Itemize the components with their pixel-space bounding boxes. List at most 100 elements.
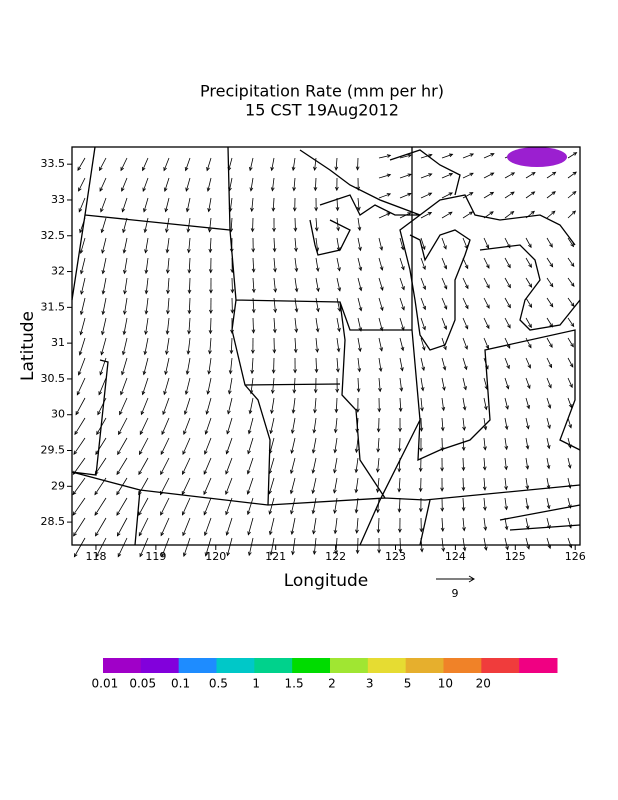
vector-head — [138, 470, 142, 476]
vector-head — [421, 245, 426, 251]
vector-head — [315, 328, 320, 333]
vector-head — [247, 531, 251, 536]
vector-head — [292, 389, 297, 394]
vector — [441, 237, 447, 250]
vector-head — [397, 528, 402, 533]
vector-head — [229, 349, 234, 355]
vector — [483, 153, 495, 159]
vector-head — [378, 367, 383, 373]
vector — [208, 197, 212, 212]
y-tick-label: 33 — [51, 193, 65, 206]
vector-head — [123, 269, 127, 275]
vector-head — [336, 348, 341, 353]
x-axis-label: Longitude — [284, 571, 369, 591]
vector-head — [379, 306, 384, 312]
vector-head — [314, 207, 319, 212]
vector-head — [290, 429, 295, 434]
vector-head — [464, 305, 469, 310]
vector-head — [139, 430, 144, 436]
vector — [165, 217, 170, 233]
vector-head — [376, 508, 380, 514]
vector — [336, 337, 340, 352]
vector-head — [386, 173, 392, 178]
vector-head — [79, 331, 84, 336]
vector — [166, 337, 170, 355]
vector-head — [510, 172, 516, 176]
vector — [160, 477, 170, 495]
vector — [249, 397, 254, 414]
vector-head — [440, 527, 445, 533]
vector-head — [123, 290, 127, 295]
vector-head — [401, 306, 405, 311]
vector-head — [356, 388, 361, 393]
vector-head — [225, 511, 229, 516]
vector — [139, 537, 149, 557]
vector-head — [462, 527, 466, 532]
vector-head — [205, 410, 210, 415]
vector — [504, 357, 510, 369]
vector — [567, 417, 572, 428]
vector — [441, 257, 447, 269]
vector-head — [247, 551, 252, 557]
vector — [80, 277, 86, 295]
vector — [525, 397, 530, 409]
vector-head — [162, 410, 166, 416]
vector-head — [165, 350, 169, 356]
vector — [142, 377, 149, 395]
vector-head — [268, 530, 273, 536]
vector-head — [313, 166, 317, 172]
vector-head — [448, 173, 454, 177]
vector-head — [73, 532, 77, 537]
vector — [122, 197, 128, 212]
vector-head — [250, 228, 255, 233]
vector — [225, 477, 233, 495]
vector-head — [386, 154, 392, 158]
vector-head — [461, 466, 466, 472]
vector — [378, 154, 391, 159]
vector-head — [570, 302, 575, 308]
vector — [273, 277, 276, 292]
vector — [101, 237, 107, 254]
vector — [315, 217, 318, 231]
vector-head — [166, 289, 170, 295]
vector — [294, 317, 297, 333]
vector — [546, 497, 550, 509]
vector-head — [483, 546, 488, 551]
vector-head — [203, 470, 208, 475]
vector — [357, 377, 360, 392]
vector-head — [418, 467, 423, 473]
vector-head — [138, 532, 143, 537]
colorbar-swatch — [178, 658, 217, 673]
vector-head — [293, 369, 297, 374]
vector-head — [507, 284, 511, 289]
vector — [294, 237, 297, 252]
vector — [313, 537, 317, 555]
vector-head — [398, 428, 402, 433]
vector-head — [570, 242, 575, 248]
vector-head — [569, 363, 574, 368]
vector — [525, 317, 532, 328]
vector — [203, 457, 212, 475]
vector-head — [269, 551, 274, 556]
vector-head — [272, 329, 277, 334]
vector — [357, 217, 361, 231]
vector — [204, 517, 212, 536]
vector-head — [251, 329, 256, 334]
vector-head — [165, 249, 170, 254]
vector — [462, 477, 464, 491]
vector-head — [422, 265, 426, 271]
vector-head — [247, 430, 252, 435]
vector — [420, 173, 432, 179]
vector — [167, 257, 170, 274]
vector — [399, 317, 405, 331]
vector — [399, 173, 412, 179]
vector — [75, 397, 86, 415]
vector-head — [165, 228, 169, 234]
vector — [99, 177, 107, 192]
vector — [420, 337, 425, 351]
vector-head — [546, 444, 551, 450]
vector — [525, 297, 532, 308]
vector-head — [142, 187, 147, 192]
vector-head — [272, 349, 277, 354]
vector — [336, 357, 339, 372]
